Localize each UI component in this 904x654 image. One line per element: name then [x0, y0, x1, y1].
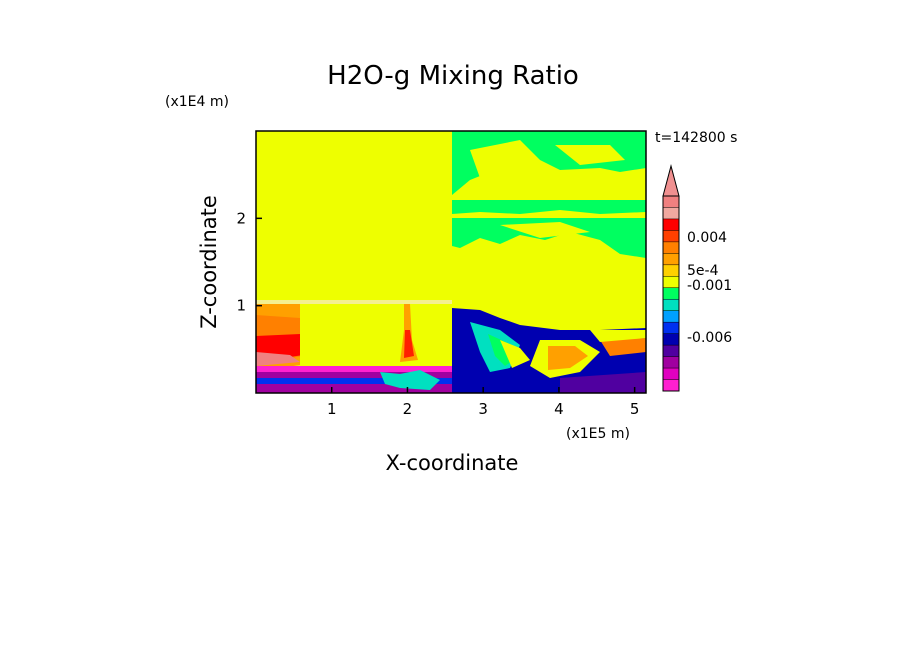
x-tick-4: 4: [554, 400, 564, 418]
y-axis-label: Z-coordinate: [197, 195, 221, 329]
colorbar-swatch-4: [663, 230, 679, 243]
colorbar-swatch-10: [663, 299, 679, 312]
plot-frame: [255, 130, 647, 394]
yellow-mid-block: [300, 300, 452, 366]
colorbar-swatch-6: [663, 253, 679, 266]
x-tick-5: 5: [630, 400, 640, 418]
orange-right-lobe: [548, 346, 588, 370]
pale-shelf: [256, 300, 452, 304]
colorbar-swatch-13: [663, 333, 679, 346]
time-label: t=142800 s: [655, 130, 737, 146]
plume-red: [404, 330, 414, 358]
colorbar-swatch-8: [663, 276, 679, 289]
x-tick-3: 3: [478, 400, 488, 418]
colorbar-frame: [662, 195, 680, 392]
colorbar-swatch-12: [663, 322, 679, 335]
y-tick-1: 1: [236, 297, 246, 315]
chart-title: H2O-g Mixing Ratio: [327, 61, 579, 91]
colorbar-swatch-9: [663, 287, 679, 300]
yellow-pocket-1: [470, 140, 540, 178]
cbar-label-0.004: 0.004: [687, 230, 727, 246]
y-unit-label: (x1E4 m): [165, 94, 229, 110]
y-tick-2: 2: [236, 209, 246, 227]
x-tick-1: 1: [327, 400, 337, 418]
colorbar-swatch-1: [663, 196, 679, 208]
colorbar-extend-arrow: [662, 164, 680, 197]
contour-field: [256, 131, 646, 393]
cbar-label-5e-4: 5e-4: [687, 263, 719, 279]
x-unit-label: (x1E5 m): [566, 426, 630, 442]
pink-layer: [256, 352, 300, 366]
colorbar-swatch-3: [663, 218, 679, 231]
colorbar-swatch-17: [663, 379, 679, 392]
yellow-pocket-2: [555, 145, 625, 165]
colorbar-swatch-14: [663, 345, 679, 358]
yellow-pocket-3: [500, 222, 590, 238]
colorbar-swatch-15: [663, 356, 679, 369]
green-band-3: [452, 218, 646, 258]
colorbar: [662, 164, 680, 392]
cbar-label--0.001: -0.001: [687, 278, 732, 294]
colorbar-swatch-5: [663, 241, 679, 254]
pink-surface: [256, 366, 452, 372]
green-band-2: [452, 200, 646, 214]
blue-surface: [256, 378, 452, 384]
cyan-turbulence: [380, 370, 440, 390]
purple-right-base: [560, 372, 646, 393]
x-axis-label: X-coordinate: [386, 451, 519, 475]
yellow-far-right: [590, 330, 646, 342]
x-tick-2: 2: [403, 400, 413, 418]
axis-ticks: [256, 217, 636, 393]
orange-far-right: [600, 338, 646, 356]
colorbar-swatch-2: [663, 207, 679, 220]
colorbar-swatch-16: [663, 368, 679, 381]
colorbar-swatch-11: [663, 310, 679, 323]
yellow-swirl: [500, 340, 530, 368]
cbar-label--0.006: -0.006: [687, 330, 732, 346]
colorbar-swatch-7: [663, 264, 679, 277]
